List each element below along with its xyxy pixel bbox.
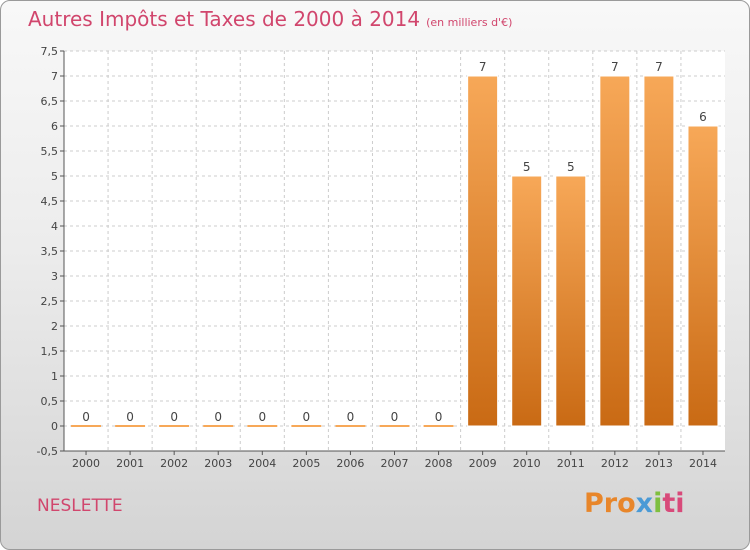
chart-subtitle: (en milliers d'€) <box>426 16 513 29</box>
data-label-2012: 7 <box>611 60 619 74</box>
data-label-2003: 0 <box>214 410 222 424</box>
data-label-2011: 5 <box>567 160 575 174</box>
bar-2006 <box>335 425 366 427</box>
data-label-2014: 6 <box>699 110 707 124</box>
data-label-2009: 7 <box>479 60 487 74</box>
x-tick-label-2005: 2005 <box>292 457 320 470</box>
x-tick-label-2013: 2013 <box>645 457 673 470</box>
y-tick-label: 1 <box>51 370 58 383</box>
y-tick-label: 6,5 <box>41 95 59 108</box>
y-tick-label: 3 <box>51 270 58 283</box>
bar-2003 <box>203 425 234 427</box>
bar-2013 <box>643 75 675 427</box>
y-tick-label: -0,5 <box>37 445 58 458</box>
y-tick-label: 7,5 <box>41 45 59 58</box>
x-tick-label-2009: 2009 <box>469 457 497 470</box>
bar-2002 <box>159 425 190 427</box>
x-tick-label-2003: 2003 <box>204 457 232 470</box>
bar-2007 <box>379 425 410 427</box>
x-tick-label-2012: 2012 <box>601 457 629 470</box>
bar-2011 <box>555 175 587 427</box>
y-tick-label: 0 <box>51 420 58 433</box>
x-tick-label-2010: 2010 <box>513 457 541 470</box>
y-tick-label: 5 <box>51 170 58 183</box>
data-label-2002: 0 <box>170 410 178 424</box>
x-tick-label-2002: 2002 <box>160 457 188 470</box>
data-label-2000: 0 <box>82 410 90 424</box>
x-tick-label-2014: 2014 <box>689 457 717 470</box>
bar-2000 <box>71 425 102 427</box>
x-tick-label-2004: 2004 <box>248 457 276 470</box>
data-label-2013: 7 <box>655 60 663 74</box>
bar-2010 <box>511 175 543 427</box>
y-tick-label: 1,5 <box>41 345 59 358</box>
x-tick-label-2006: 2006 <box>336 457 364 470</box>
commune-name: NESLETTE <box>37 496 123 516</box>
y-tick-label: 7 <box>51 70 58 83</box>
data-label-2004: 0 <box>258 410 266 424</box>
chart-title: Autres Impôts et Taxes de 2000 à 2014 (en… <box>28 7 513 31</box>
y-tick-label: 2 <box>51 320 58 333</box>
bar-2001 <box>115 425 146 427</box>
data-label-2001: 0 <box>126 410 134 424</box>
y-tick-label: 3,5 <box>41 245 59 258</box>
data-label-2006: 0 <box>347 410 355 424</box>
proxiti-logo: Proxiti <box>584 488 685 519</box>
y-tick-label: 5,5 <box>41 145 59 158</box>
bar-2014 <box>687 125 719 427</box>
y-tick-label: 4 <box>51 220 58 233</box>
bar-2008 <box>423 425 454 427</box>
x-tick-label-2008: 2008 <box>425 457 453 470</box>
x-tick-label-2007: 2007 <box>381 457 409 470</box>
data-label-2010: 5 <box>523 160 531 174</box>
y-tick-label: 0,5 <box>41 395 59 408</box>
bar-2009 <box>467 75 499 427</box>
x-tick-label-2011: 2011 <box>557 457 585 470</box>
x-tick-label-2000: 2000 <box>72 457 100 470</box>
data-label-2008: 0 <box>435 410 443 424</box>
x-tick-label-2001: 2001 <box>116 457 144 470</box>
bar-2005 <box>291 425 322 427</box>
bar-2004 <box>247 425 278 427</box>
bar-2012 <box>599 75 631 427</box>
data-label-2007: 0 <box>391 410 399 424</box>
y-tick-label: 4,5 <box>41 195 59 208</box>
y-tick-label: 6 <box>51 120 58 133</box>
y-tick-label: 2,5 <box>41 295 59 308</box>
data-label-2005: 0 <box>303 410 311 424</box>
